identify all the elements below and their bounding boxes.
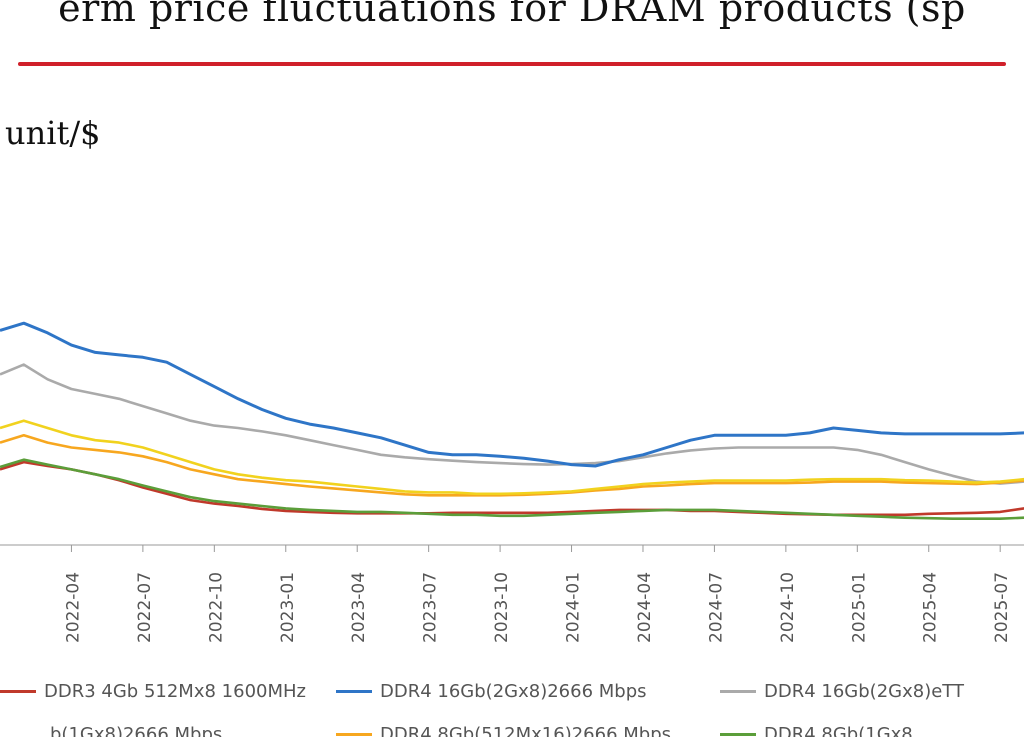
series-line-ddr4-8gb-1gx8-2666-mbps (0, 419, 1024, 496)
x-tick-label: 2025-04 (921, 572, 941, 643)
x-tick-label: 2023-04 (349, 572, 369, 643)
chart-title: erm price fluctuations for DRAM products… (58, 0, 966, 30)
series-line-ddr4-16gb-2gx8-ett (0, 363, 1024, 485)
y-unit-label: unit/$ (5, 114, 101, 152)
x-tick-label: 2024-07 (706, 572, 726, 643)
x-tick-label: 2022-07 (135, 572, 155, 643)
legend-item-ddr3-4gb: DDR3 4Gb 512Mx8 1600MHz (0, 681, 306, 702)
legend-label: b(1Gx8)2666 Mbps (50, 724, 223, 737)
legend-item-ddr4-16gb-ett: DDR4 16Gb(2Gx8)eTT (720, 681, 964, 702)
legend-swatch (336, 690, 372, 693)
legend-label: DDR3 4Gb 512Mx8 1600MHz (44, 681, 306, 702)
x-tick-label: 2024-10 (778, 572, 798, 643)
x-tick-label: 2023-10 (492, 572, 512, 643)
legend-label: DDR4 16Gb(2Gx8)2666 Mbps (380, 681, 647, 702)
x-tick-label: 2022-10 (206, 572, 226, 643)
chart-legend: DDR3 4Gb 512Mx8 1600MHz DDR4 16Gb(2Gx8)2… (0, 676, 1024, 737)
legend-swatch (720, 690, 756, 693)
x-tick-label: 2023-01 (278, 572, 298, 643)
x-tick-label: 2025-01 (849, 572, 869, 643)
legend-item-ddr4-16gb-2666: DDR4 16Gb(2Gx8)2666 Mbps (336, 681, 647, 702)
x-tick-label: 2022-04 (63, 572, 83, 643)
series-line-ddr4-16gb-2gx8-2666-mbps (0, 321, 1024, 468)
legend-swatch (336, 733, 372, 736)
legend-swatch (0, 690, 36, 693)
legend-label: DDR4 8Gb(512Mx16)2666 Mbps (380, 724, 672, 737)
x-tick-label: 2024-04 (635, 572, 655, 643)
legend-item-ddr4-8gb-512mx16: DDR4 8Gb(512Mx16)2666 Mbps (336, 724, 671, 737)
legend-swatch (720, 733, 756, 736)
x-tick-label: 2023-07 (421, 572, 441, 643)
series-line-ddr4-8gb-1gx8- (0, 458, 1024, 521)
series-line-ddr3-4gb-512mx8-1600mhz (0, 460, 1024, 517)
legend-label: DDR4 8Gb(1Gx8 (764, 724, 913, 737)
legend-item-ddr4-8gb-1gx8: DDR4 8Gb(1Gx8 (720, 724, 913, 737)
x-tick-label: 2025-07 (992, 572, 1012, 643)
legend-item-ddr4-8gb-1gx8-2666: b(1Gx8)2666 Mbps (50, 724, 222, 737)
series-line-ddr4-8gb-512mx16-2666-mbps (0, 433, 1024, 497)
legend-label: DDR4 16Gb(2Gx8)eTT (764, 681, 964, 702)
title-underline (18, 62, 1006, 66)
x-tick-label: 2024-01 (564, 572, 584, 643)
